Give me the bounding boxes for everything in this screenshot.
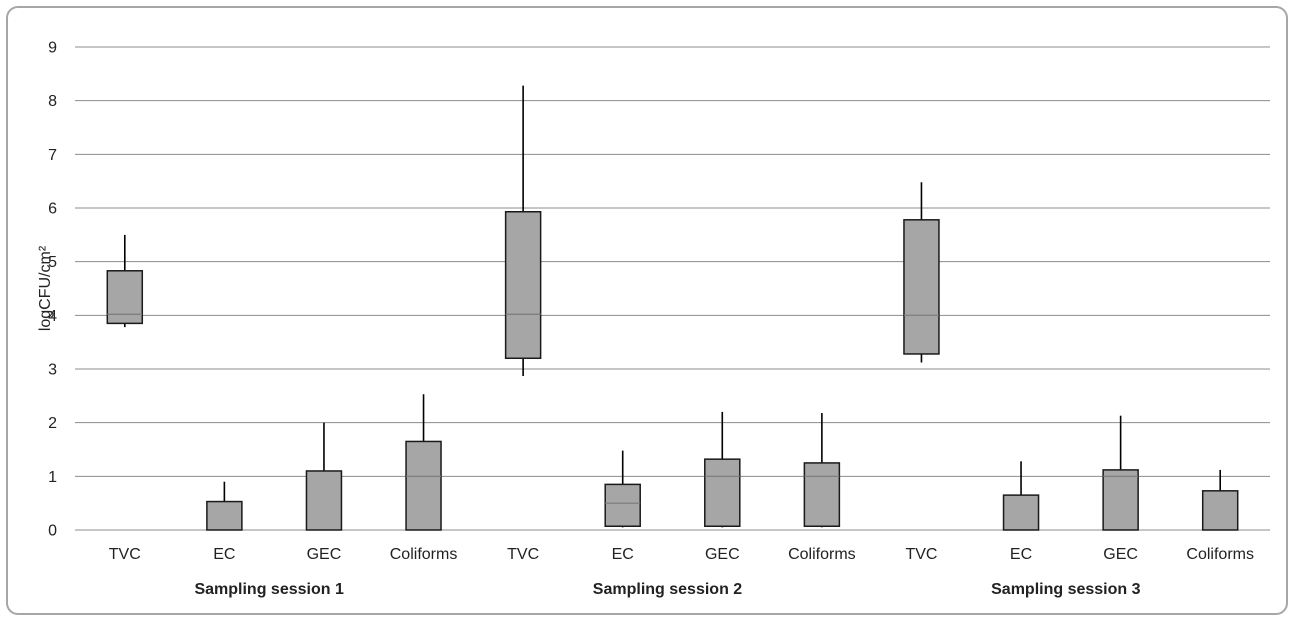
y-tick-label: 5: [48, 254, 57, 271]
box-gec-session-1: [305, 422, 343, 531]
x-group-label: Sampling session 1: [194, 581, 343, 598]
y-tick-label: 4: [48, 308, 57, 325]
box-coliforms-session-1: [405, 394, 442, 531]
x-category-label: Coliforms: [788, 546, 856, 563]
x-category-label: TVC: [109, 546, 141, 563]
box-body: [504, 211, 542, 360]
y-tick-label: 8: [48, 93, 57, 110]
x-category-label: Coliforms: [390, 546, 458, 563]
y-tick-label: 3: [48, 362, 57, 379]
boxes: [106, 85, 1239, 531]
x-group-labels: Sampling session 1 Sampling session 2 Samp…: [194, 581, 1140, 598]
x-category-label: GEC: [705, 546, 740, 563]
box-body: [1102, 469, 1139, 531]
box-body: [405, 440, 442, 531]
box-ec-session-2: [604, 450, 641, 528]
box-body: [903, 219, 940, 355]
x-category-label: Coliforms: [1186, 546, 1254, 563]
y-tick-label: 2: [48, 415, 57, 432]
box-tvc-session-1: [106, 234, 144, 328]
y-tick-label: 9: [48, 40, 57, 57]
y-axis-label: logCFU/cm²: [37, 245, 54, 331]
box-ec-session-3: [1002, 461, 1040, 531]
y-axis-ticks: 0 1 2 3 4 5 6 7 8 9: [48, 40, 57, 540]
x-category-labels: TVC EC GEC Coliforms TVC EC GEC Coliforms TVC EC G…: [109, 546, 1254, 563]
box-coliforms-session-3: [1201, 469, 1239, 531]
box-body: [604, 483, 641, 527]
x-category-label: TVC: [905, 546, 937, 563]
box-gec-session-3: [1102, 415, 1139, 531]
y-tick-label: 7: [48, 147, 57, 164]
box-gec-session-2: [704, 411, 741, 528]
x-group-label: Sampling session 2: [593, 581, 742, 598]
x-category-label: EC: [612, 546, 634, 563]
box-body: [803, 462, 841, 527]
x-category-label: EC: [213, 546, 235, 563]
box-coliforms-session-2: [803, 413, 841, 528]
x-category-label: GEC: [307, 546, 342, 563]
box-body: [704, 458, 741, 527]
y-tick-label: 6: [48, 201, 57, 218]
y-tick-label: 1: [48, 469, 57, 486]
y-tick-label: 0: [48, 523, 57, 540]
box-body: [1002, 494, 1040, 531]
box-ec-session-1: [206, 481, 243, 531]
x-group-label: Sampling session 3: [991, 581, 1140, 598]
gridlines: [75, 46, 1270, 531]
box-body: [206, 500, 243, 531]
box-body: [106, 270, 144, 325]
box-tvc-session-3: [903, 182, 940, 363]
x-category-label: EC: [1010, 546, 1032, 563]
x-category-label: GEC: [1103, 546, 1138, 563]
x-category-label: TVC: [507, 546, 539, 563]
box-body: [1201, 490, 1239, 531]
box-body: [305, 470, 343, 531]
box-tvc-session-2: [504, 85, 542, 376]
